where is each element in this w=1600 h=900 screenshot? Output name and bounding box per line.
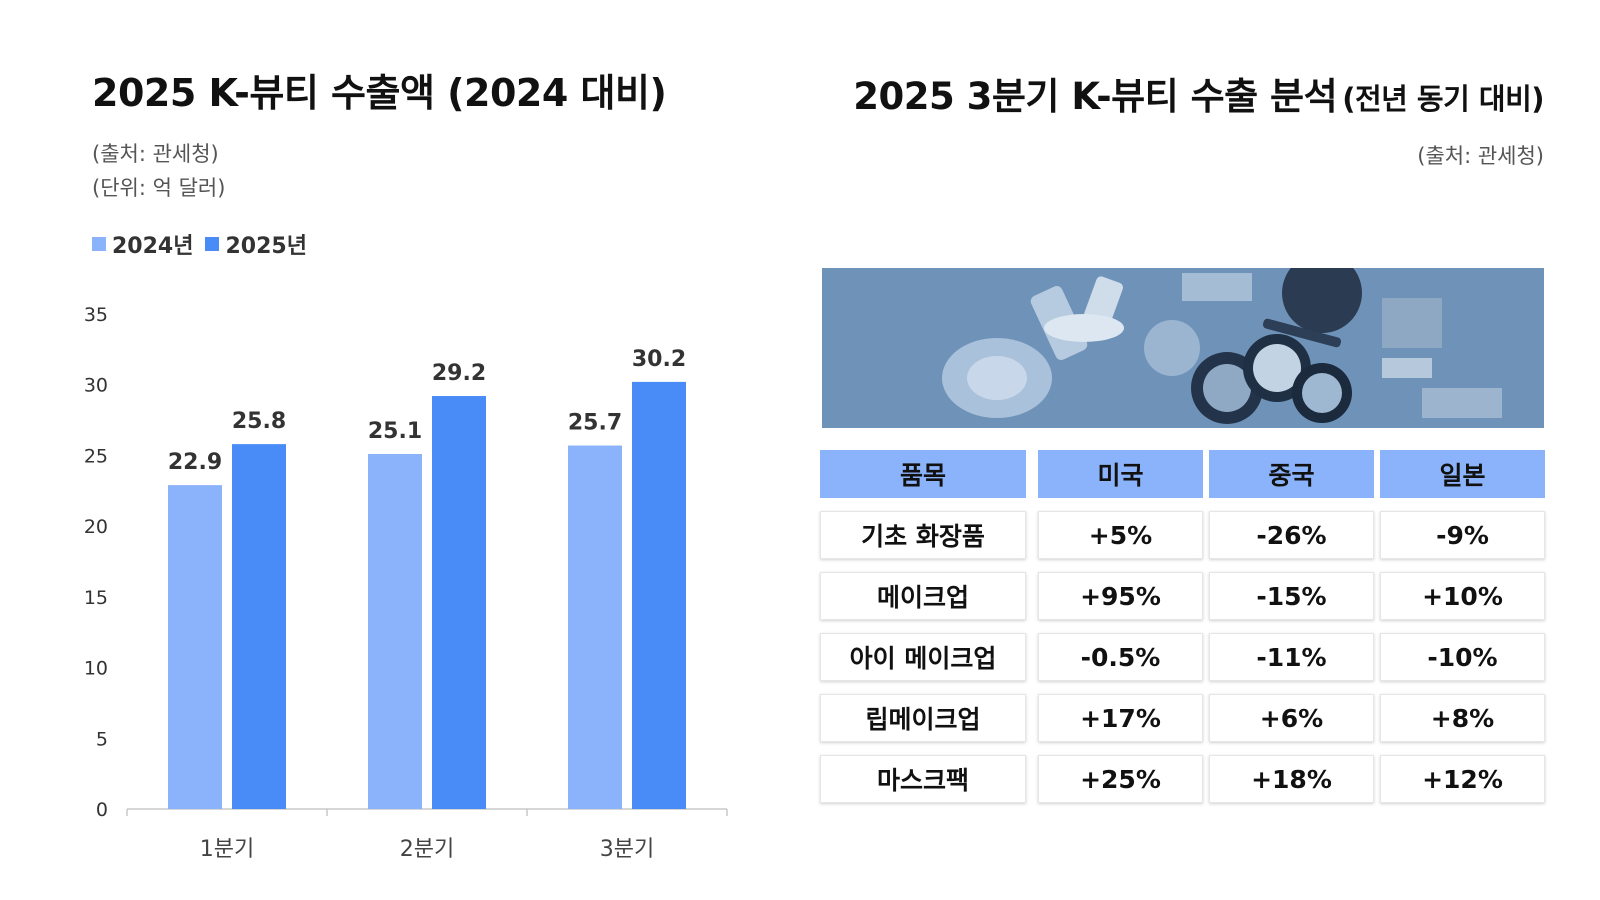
table-header-cell: 품목 <box>820 450 1026 498</box>
data-label: 25.1 <box>368 419 422 444</box>
analysis-source: (출처: 관세청) <box>1417 144 1544 168</box>
table-cell: 기초 화장품 <box>820 511 1026 559</box>
table-cell: -9% <box>1380 511 1545 559</box>
data-label: 30.2 <box>632 347 686 372</box>
analysis-title-main: 2025 3분기 K-뷰티 수출 분석 <box>853 75 1338 118</box>
table-cell: +10% <box>1380 572 1545 620</box>
y-tick-label: 25 <box>84 445 108 467</box>
table-cell: +6% <box>1209 694 1374 742</box>
bar-chart: 0 5 10 15 20 25 30 35 1분기 22.9 25.8 2분기 25.1 29.2 3분기 2… <box>84 304 728 862</box>
data-label: 25.8 <box>232 409 286 434</box>
table-cell: -26% <box>1209 511 1374 559</box>
y-tick-label: 10 <box>84 658 108 680</box>
bar-2025년 <box>432 396 486 809</box>
legend-label-2024: 2024년 <box>112 234 194 259</box>
chart-source: (출처: 관세청) <box>92 142 219 166</box>
x-category-label: 3분기 <box>600 837 654 862</box>
table-cell: -0.5% <box>1038 633 1203 681</box>
legend-item-2025: 2025년 <box>205 228 307 260</box>
bar-2024년 <box>168 485 222 809</box>
chart-unit: (단위: 억 달러) <box>92 176 226 200</box>
table-cell: +95% <box>1038 572 1203 620</box>
table-cell: -10% <box>1380 633 1545 681</box>
table-cell: +17% <box>1038 694 1203 742</box>
table-header-cell: 일본 <box>1380 450 1545 498</box>
data-label: 29.2 <box>432 361 486 386</box>
legend-swatch-2024 <box>92 237 106 251</box>
table-cell: 립메이크업 <box>820 694 1026 742</box>
table-cell: +5% <box>1038 511 1203 559</box>
x-category-label: 2분기 <box>400 837 454 862</box>
table-cell: -15% <box>1209 572 1374 620</box>
cosmetics-illustration <box>822 268 1544 428</box>
table-cell: +18% <box>1209 755 1374 803</box>
y-tick-label: 0 <box>96 799 108 821</box>
table-cell: +8% <box>1380 694 1545 742</box>
analysis-title: 2025 3분기 K-뷰티 수출 분석 (전년 동기 대비) <box>853 66 1544 120</box>
y-tick-label: 5 <box>96 728 108 750</box>
table-header-cell: 중국 <box>1209 450 1374 498</box>
analysis-title-sub: (전년 동기 대비) <box>1342 82 1544 116</box>
y-tick-label: 35 <box>84 304 108 326</box>
table-header-cell: 미국 <box>1038 450 1203 498</box>
legend-swatch-2025 <box>205 237 220 251</box>
table-cell: +25% <box>1038 755 1203 803</box>
bar-2024년 <box>568 445 622 809</box>
table-cell: 아이 메이크업 <box>820 633 1026 681</box>
table-cell: 메이크업 <box>820 572 1026 620</box>
x-category-label: 1분기 <box>200 837 254 862</box>
legend-label-2025: 2025년 <box>225 234 307 259</box>
data-label: 22.9 <box>168 450 222 475</box>
table-cell: +12% <box>1380 755 1545 803</box>
y-tick-label: 15 <box>84 587 108 609</box>
table-cell: 마스크팩 <box>820 755 1026 803</box>
table-cell: -11% <box>1209 633 1374 681</box>
legend-item-2024: 2024년 <box>92 228 193 260</box>
y-tick-label: 20 <box>84 516 108 538</box>
bar-2025년 <box>232 444 286 809</box>
chart-legend: 2024년 2025년 <box>92 228 319 260</box>
bar-2025년 <box>632 381 686 809</box>
bar-2024년 <box>368 454 422 809</box>
cosmetics-photo <box>822 268 1544 428</box>
data-label: 25.7 <box>568 411 622 436</box>
y-tick-label: 30 <box>84 375 108 397</box>
chart-title: 2025 K-뷰티 수출액 (2024 대비) <box>92 71 667 115</box>
